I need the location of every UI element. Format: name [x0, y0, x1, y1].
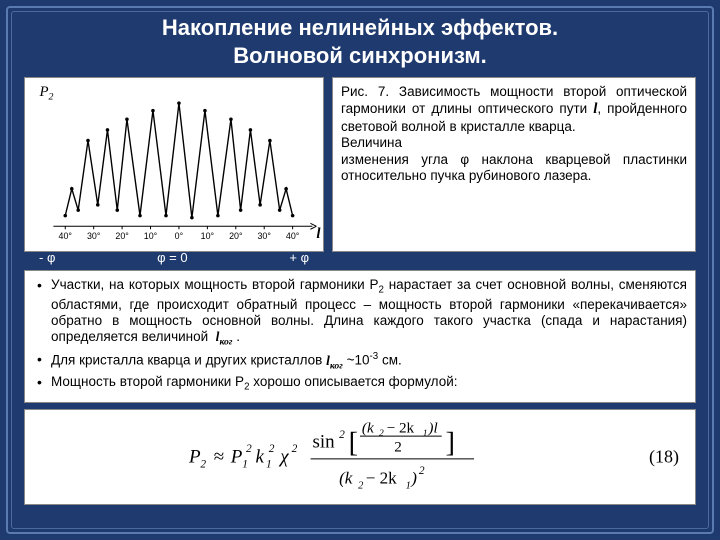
svg-text:2: 2	[246, 443, 252, 455]
svg-text:0°: 0°	[175, 231, 184, 241]
svg-text:− 2k: − 2k	[387, 419, 415, 436]
svg-text:2: 2	[339, 429, 345, 441]
caption-p3: изменения угла φ наклона кварцевой пласт…	[341, 152, 687, 183]
svg-text:10°: 10°	[201, 231, 215, 241]
title-line-1: Накопление нелинейных эффектов.	[162, 15, 558, 40]
svg-text:(k: (k	[339, 468, 353, 487]
svg-text:2: 2	[419, 465, 425, 477]
svg-text:− 2k: − 2k	[366, 468, 397, 487]
svg-text:20°: 20°	[229, 231, 243, 241]
svg-text:30°: 30°	[257, 231, 271, 241]
formula-panel: P2 ≈ P1 2 k1 2 χ2 sin 2 [ (k2 − 2k1 )l	[24, 409, 696, 505]
phi-right: + φ	[289, 250, 309, 265]
svg-text:2: 2	[200, 458, 206, 470]
svg-text:1: 1	[266, 458, 272, 470]
svg-text:2: 2	[394, 438, 402, 455]
formula-eq18: P2 ≈ P1 2 k1 2 χ2 sin 2 [ (k2 − 2k1 )l	[189, 417, 531, 497]
svg-text:1: 1	[242, 458, 248, 470]
bullet-2: Для кристалла кварца и других кристаллов…	[33, 351, 687, 372]
phi-left: - φ	[39, 250, 55, 265]
bullet-list: Участки, на которых мощность второй гарм…	[24, 270, 696, 403]
svg-text:P: P	[189, 446, 201, 467]
svg-text:sin: sin	[313, 431, 336, 452]
svg-text:20°: 20°	[115, 231, 129, 241]
svg-text:10°: 10°	[144, 231, 158, 241]
svg-text:1: 1	[406, 480, 411, 491]
svg-text:2: 2	[379, 429, 384, 439]
equation-number: (18)	[649, 446, 679, 467]
svg-text:2: 2	[292, 443, 298, 455]
svg-text:): )	[410, 468, 417, 487]
svg-text:P: P	[230, 446, 243, 467]
p2-graph: P 2 40° 30° 20° 10° 0° 10° 20° 30° 40° l	[25, 78, 323, 251]
graph-ylabel: P	[39, 84, 49, 100]
svg-text:[: [	[349, 427, 359, 458]
svg-text:l: l	[316, 226, 321, 242]
svg-text:40°: 40°	[59, 231, 73, 241]
svg-text:)l: )l	[427, 419, 437, 436]
svg-text:30°: 30°	[87, 231, 101, 241]
graph-ylabel-sub: 2	[48, 92, 53, 103]
svg-text:40°: 40°	[286, 231, 300, 241]
svg-text:≈: ≈	[214, 446, 224, 467]
bullet-3: Мощность второй гармоники P2 хорошо опис…	[33, 374, 687, 394]
figure-caption: Рис. 7. Зависимость мощности второй опти…	[332, 77, 696, 252]
svg-text:χ: χ	[278, 446, 289, 467]
graph-panel: P 2 40°30°20°10°0°10°20°30°40° l - φ φ =…	[24, 77, 324, 252]
svg-text:]: ]	[446, 427, 456, 458]
svg-text:k: k	[256, 446, 265, 467]
svg-text:1: 1	[423, 429, 428, 439]
svg-text:(k: (k	[362, 419, 374, 436]
caption-p2: Величина	[341, 135, 402, 150]
svg-text:2: 2	[358, 480, 363, 491]
svg-text:2: 2	[269, 443, 275, 455]
bullet-1: Участки, на которых мощность второй гарм…	[33, 277, 687, 349]
title-line-2: Волновой синхронизм.	[233, 43, 487, 68]
phi-mid: φ = 0	[157, 250, 187, 265]
